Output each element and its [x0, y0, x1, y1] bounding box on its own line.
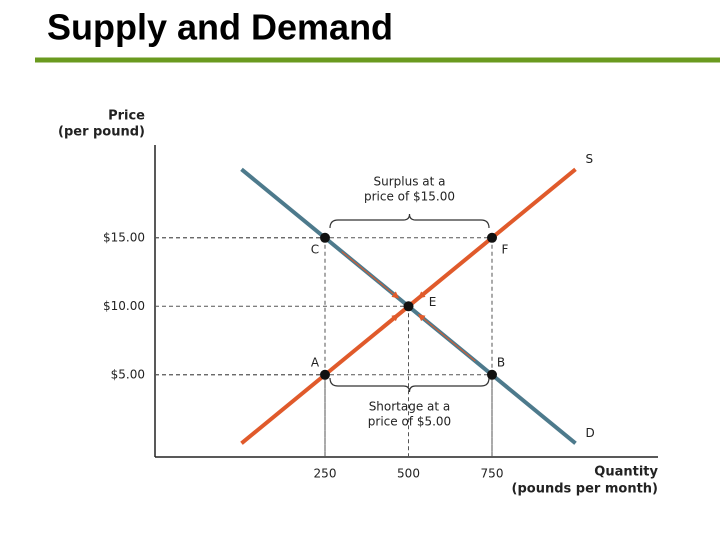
arrow: [341, 251, 400, 299]
point: [320, 369, 330, 380]
x-tick-label: 750: [481, 467, 504, 481]
arrow: [341, 314, 400, 362]
point: [403, 301, 414, 312]
point: [487, 232, 497, 243]
x-axis-label: (pounds per month): [512, 482, 658, 497]
annotation: Surplus at a: [373, 175, 445, 189]
x-tick-label: 250: [314, 467, 337, 481]
point: [320, 232, 330, 243]
brace: [329, 377, 490, 393]
annotation: price of $15.00: [364, 190, 455, 204]
annotation: price of $5.00: [368, 415, 451, 429]
annotation: Shortage at a: [369, 400, 451, 414]
point-label: C: [311, 242, 319, 256]
arrow: [417, 314, 476, 362]
x-axis-label: Quantity: [594, 465, 658, 480]
slide-title: Supply and Demand: [47, 7, 393, 48]
series-label: D: [586, 426, 595, 440]
y-tick-label: $10.00: [103, 299, 145, 313]
brace: [329, 213, 490, 229]
y-axis-label: (per pound): [58, 125, 145, 140]
point-label: A: [311, 355, 320, 369]
point-label: E: [429, 295, 437, 309]
point-label: B: [497, 355, 505, 369]
point: [487, 369, 497, 380]
y-tick-label: $15.00: [103, 230, 145, 244]
point-label: F: [502, 242, 509, 256]
y-tick-label: $5.00: [111, 367, 145, 381]
y-axis-label: Price: [108, 109, 145, 124]
series-label: S: [586, 152, 594, 166]
x-tick-label: 500: [397, 467, 420, 481]
arrow: [417, 251, 476, 299]
